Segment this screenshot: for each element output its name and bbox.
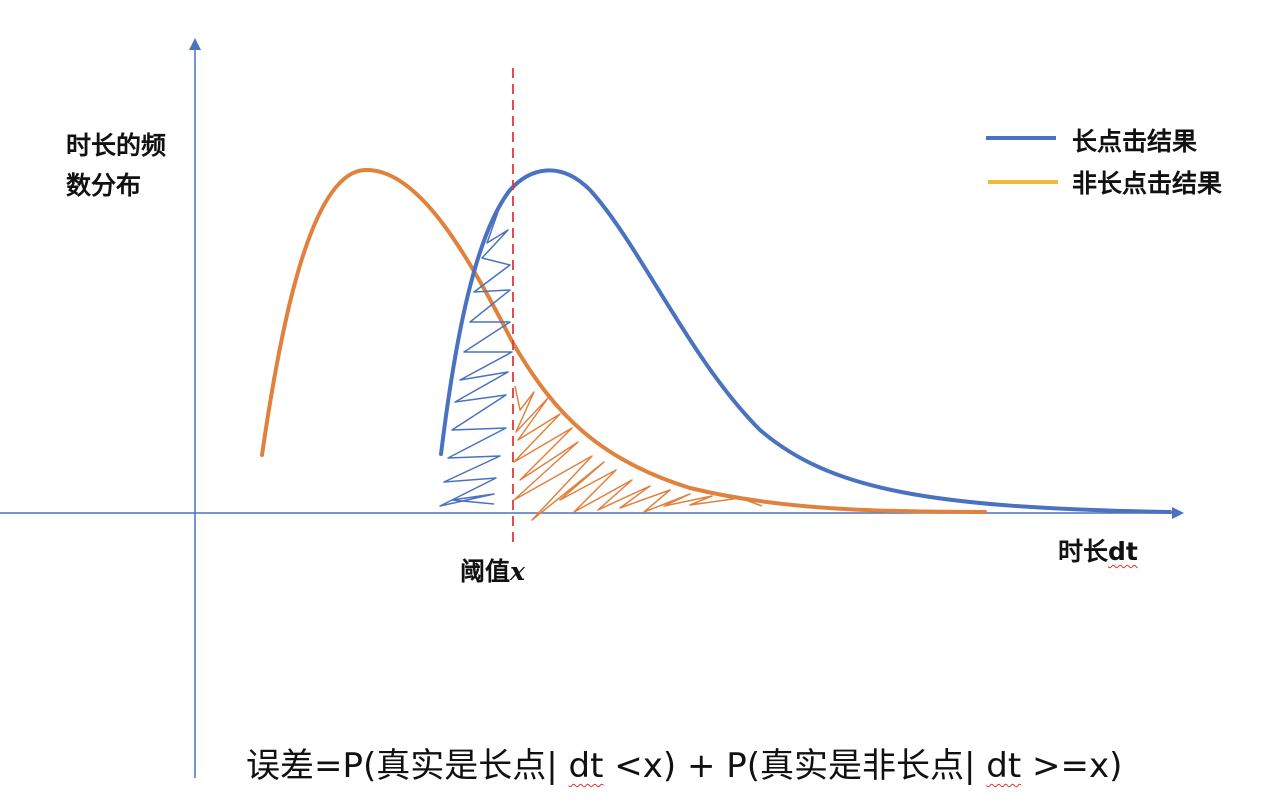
- x-axis-label: 时长dt: [1058, 532, 1138, 568]
- legend-label-non-long-click: 非长点击结果: [1072, 169, 1223, 198]
- x-axis-label-prefix: 时长: [1058, 537, 1109, 566]
- legend-label-long-click: 长点击结果: [1072, 127, 1198, 156]
- formula-part1: 误差=P(真实是长点|: [246, 746, 569, 786]
- error-formula: 误差=P(真实是长点| dt <x) + P(真实是非长点| dt >=x): [246, 738, 1122, 787]
- non-long-click-curve: [260, 167, 987, 514]
- formula-dt1: dt: [568, 746, 604, 786]
- threshold-label-var: x: [510, 557, 525, 586]
- threshold-label-prefix: 阈值: [460, 557, 511, 586]
- y-axis-label-line1: 时长的频: [66, 131, 167, 160]
- threshold-label: 阈值x: [460, 552, 525, 588]
- y-axis-label: 时长的频 数分布: [66, 126, 196, 206]
- formula-part2: <x) + P(真实是非长点|: [603, 746, 987, 786]
- long-click-curve: [439, 168, 1172, 514]
- formula-dt2: dt: [986, 746, 1022, 786]
- formula-part3: >=x): [1021, 746, 1123, 786]
- long-click-error-hatch: [439, 211, 513, 507]
- non-long-click-error-hatch: [513, 385, 763, 521]
- y-axis-label-line2: 数分布: [66, 171, 142, 200]
- x-axis-label-unit: dt: [1108, 537, 1138, 566]
